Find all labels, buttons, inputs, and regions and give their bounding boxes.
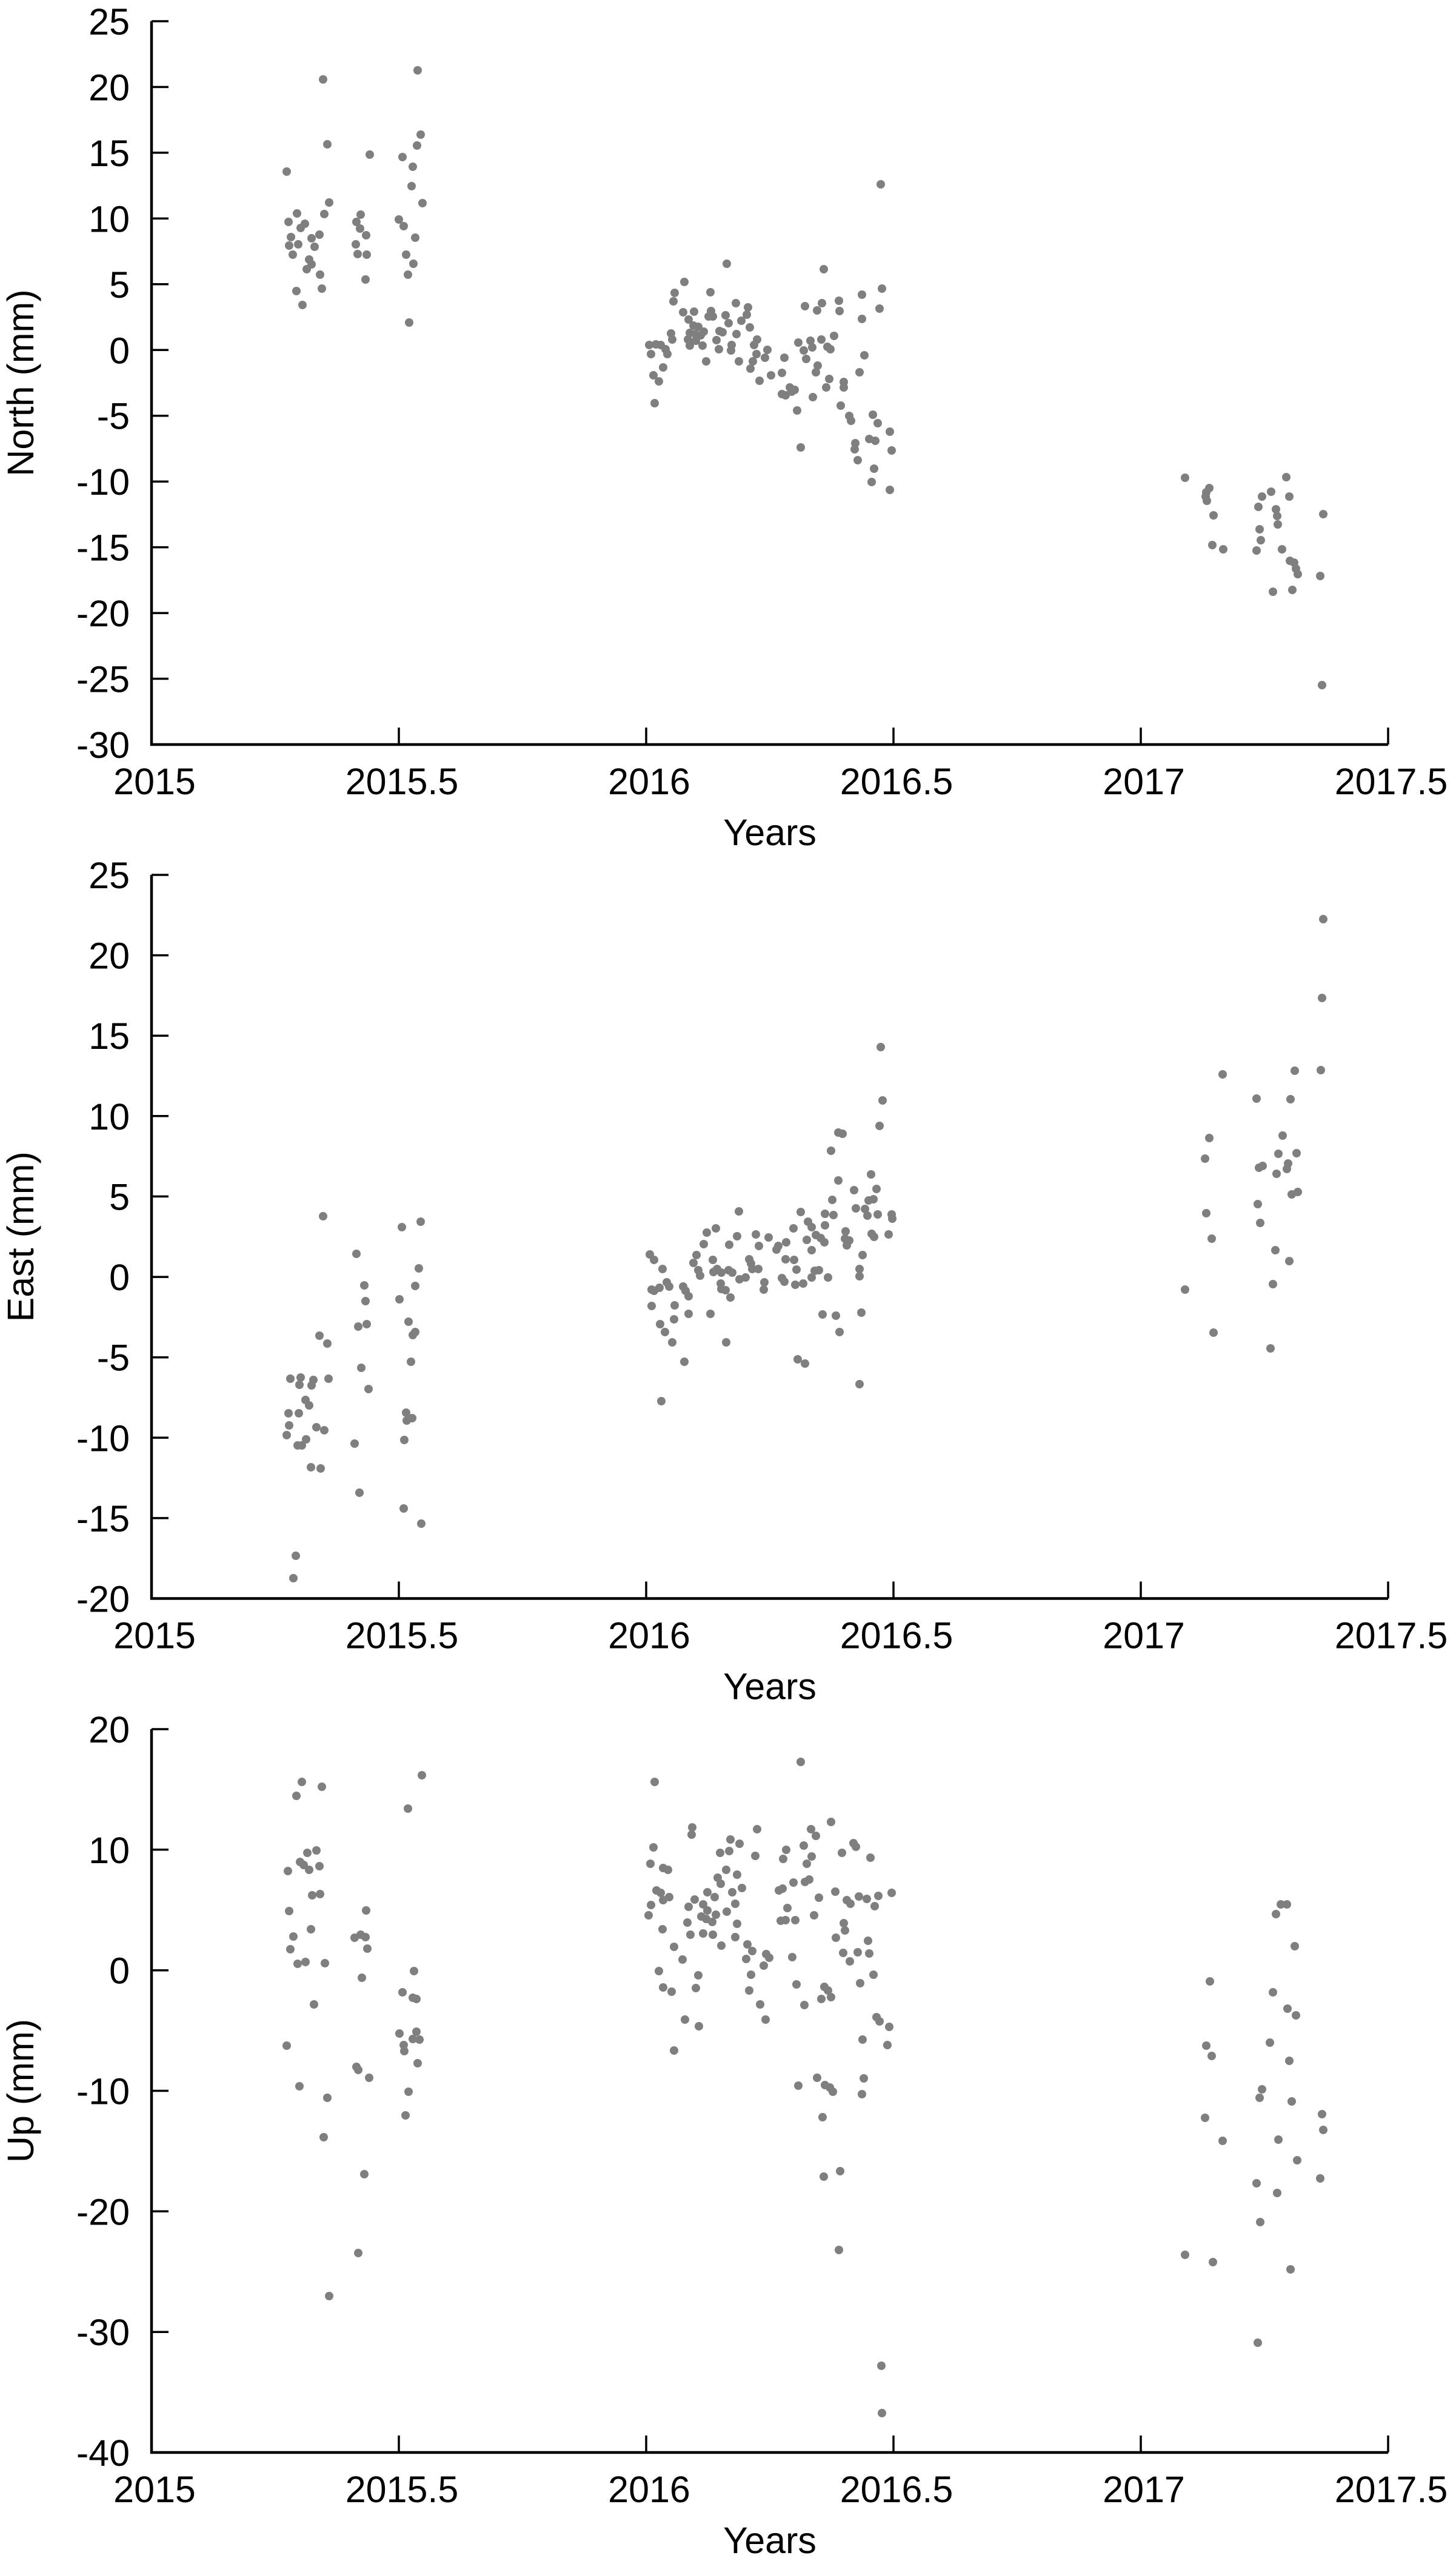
svg-text:0: 0 bbox=[109, 330, 130, 371]
svg-text:-15: -15 bbox=[76, 1498, 130, 1539]
svg-text:2017: 2017 bbox=[1103, 1615, 1185, 1656]
svg-text:Up (mm): Up (mm) bbox=[0, 2019, 41, 2163]
svg-text:-10: -10 bbox=[76, 1418, 130, 1459]
svg-text:Years: Years bbox=[723, 1666, 816, 1707]
svg-text:10: 10 bbox=[88, 1830, 130, 1871]
svg-text:20: 20 bbox=[88, 67, 130, 109]
svg-text:Years: Years bbox=[723, 2520, 816, 2561]
svg-text:-20: -20 bbox=[76, 1579, 130, 1620]
svg-text:2017: 2017 bbox=[1103, 761, 1185, 802]
svg-text:25: 25 bbox=[88, 855, 130, 896]
svg-text:2015.5: 2015.5 bbox=[346, 2469, 459, 2510]
svg-text:-5: -5 bbox=[97, 1337, 130, 1379]
svg-text:-40: -40 bbox=[76, 2432, 130, 2474]
svg-text:25: 25 bbox=[88, 1, 130, 42]
svg-text:East (mm): East (mm) bbox=[0, 1151, 41, 1322]
svg-text:-25: -25 bbox=[76, 659, 130, 700]
svg-text:-30: -30 bbox=[76, 725, 130, 766]
svg-text:2015: 2015 bbox=[113, 2469, 196, 2510]
svg-text:2016.5: 2016.5 bbox=[840, 761, 953, 802]
svg-text:0: 0 bbox=[109, 1950, 130, 1992]
svg-text:20: 20 bbox=[88, 936, 130, 977]
svg-text:2016: 2016 bbox=[608, 2469, 690, 2510]
svg-text:2016.5: 2016.5 bbox=[840, 2469, 953, 2510]
svg-text:0: 0 bbox=[109, 1257, 130, 1298]
svg-text:-15: -15 bbox=[76, 527, 130, 569]
svg-text:5: 5 bbox=[109, 1176, 130, 1217]
svg-text:5: 5 bbox=[109, 264, 130, 306]
svg-text:10: 10 bbox=[88, 198, 130, 239]
svg-text:10: 10 bbox=[88, 1096, 130, 1137]
svg-text:20: 20 bbox=[88, 1709, 130, 1750]
svg-text:-10: -10 bbox=[76, 2071, 130, 2112]
svg-text:2015.5: 2015.5 bbox=[346, 761, 459, 802]
svg-text:2016.5: 2016.5 bbox=[840, 1615, 953, 1656]
svg-text:15: 15 bbox=[88, 133, 130, 174]
svg-text:2017.5: 2017.5 bbox=[1335, 1615, 1448, 1656]
svg-text:-5: -5 bbox=[97, 396, 130, 437]
svg-text:-20: -20 bbox=[76, 593, 130, 634]
svg-text:2016: 2016 bbox=[608, 761, 690, 802]
svg-text:North (mm): North (mm) bbox=[0, 289, 41, 476]
svg-text:2017: 2017 bbox=[1103, 2469, 1185, 2510]
svg-text:2015.5: 2015.5 bbox=[346, 1615, 459, 1656]
svg-text:-20: -20 bbox=[76, 2191, 130, 2232]
svg-text:15: 15 bbox=[88, 1016, 130, 1057]
svg-text:-30: -30 bbox=[76, 2312, 130, 2353]
svg-text:2017.5: 2017.5 bbox=[1335, 761, 1448, 802]
svg-text:2015: 2015 bbox=[113, 1615, 196, 1656]
svg-text:Years: Years bbox=[723, 812, 816, 853]
svg-text:2017.5: 2017.5 bbox=[1335, 2469, 1448, 2510]
svg-text:-10: -10 bbox=[76, 461, 130, 503]
svg-text:2015: 2015 bbox=[113, 761, 196, 802]
svg-text:2016: 2016 bbox=[608, 1615, 690, 1656]
